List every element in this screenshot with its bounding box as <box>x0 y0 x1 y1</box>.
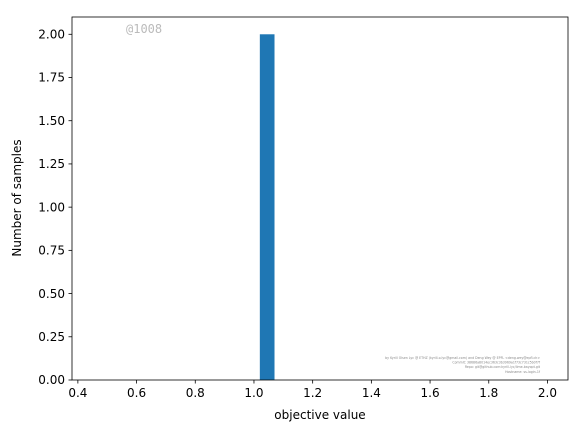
credits-block: by Kyrill Olsen Lyc @ ETHZ (kyrill.o.lyc… <box>385 356 541 374</box>
y-tick-label: 0.50 <box>38 287 65 301</box>
x-tick-label: 0.8 <box>186 386 205 400</box>
axes-frame <box>71 16 569 381</box>
y-tick-label: 1.50 <box>38 114 65 128</box>
y-tick-label: 1.75 <box>38 71 65 85</box>
x-tick-label: 2.0 <box>538 386 557 400</box>
histogram-bar <box>259 34 275 381</box>
y-tick-label: 1.00 <box>38 200 65 214</box>
x-tick-label: 1.4 <box>362 386 381 400</box>
y-tick-label: 0.75 <box>38 244 65 258</box>
y-tick-label: 0.25 <box>38 330 65 344</box>
credit-line: Hostname: ss-login-1f <box>505 370 541 374</box>
x-tick-label: 1.6 <box>421 386 440 400</box>
credit-line: by Kyrill Olsen Lyc @ ETHZ (kyrill.o.lyc… <box>385 356 540 360</box>
credit-line: Commit: 38686a8014ec363c3b3969a1f73c731c… <box>452 361 541 365</box>
x-tick-label: 0.6 <box>127 386 146 400</box>
y-axis: 0.00 0.25 0.50 0.75 1.00 1.25 1.50 1.75 2.00 <box>38 27 72 387</box>
y-axis-title: Number of samples <box>10 139 24 256</box>
x-axis: 0.4 0.6 0.8 1.0 1.2 1.4 1.6 1.8 2.0 <box>68 380 557 400</box>
credit-line: Repo: git@github.com:kyrill-lyc/lime-bay… <box>465 365 541 369</box>
y-tick-label: 0.00 <box>38 373 65 387</box>
x-axis-title: objective value <box>274 408 365 422</box>
plot-area <box>259 34 275 381</box>
y-tick-label: 1.25 <box>38 157 65 171</box>
x-tick-label: 1.2 <box>303 386 322 400</box>
x-tick-label: 1.0 <box>244 386 263 400</box>
x-tick-label: 1.8 <box>479 386 498 400</box>
watermark-label: @1008 <box>126 22 162 36</box>
y-tick-label: 2.00 <box>38 27 65 41</box>
x-tick-label: 0.4 <box>68 386 87 400</box>
